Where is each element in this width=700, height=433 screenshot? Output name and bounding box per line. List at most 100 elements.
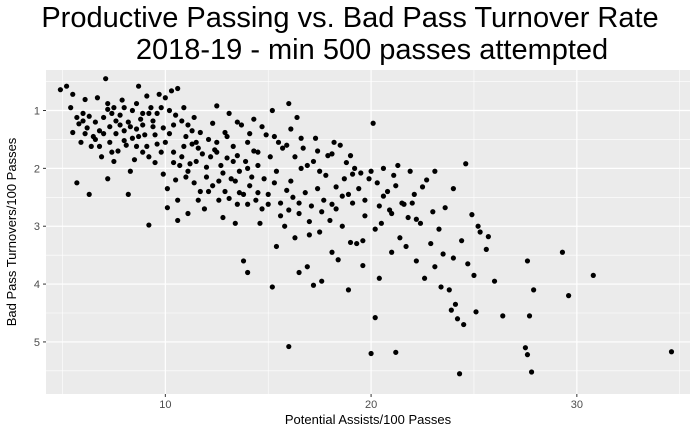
scatter-point (413, 258, 419, 264)
scatter-point (101, 114, 107, 121)
scatter-point (90, 133, 96, 140)
scatter-point (135, 133, 142, 140)
scatter-point (123, 142, 129, 148)
y-axis: 1 2 3 4 5 (34, 106, 46, 349)
scatter-point (203, 164, 210, 170)
scatter-point (284, 187, 290, 193)
scatter-point (469, 212, 475, 218)
scatter-point (271, 133, 277, 140)
scatter-point (522, 345, 528, 351)
scatter-point (393, 183, 399, 189)
scatter-point (384, 188, 391, 195)
scatter-point (103, 76, 109, 82)
scatter-point (430, 209, 436, 215)
scatter-point (80, 110, 86, 116)
scatter-point (290, 194, 296, 200)
scatter-point (142, 132, 148, 138)
scatter-point (113, 118, 119, 124)
scatter-point (366, 176, 372, 182)
scatter-point (74, 114, 80, 121)
scatter-point (138, 116, 144, 122)
scatter-point (590, 272, 596, 278)
scatter-point (376, 203, 382, 209)
scatter-point (148, 105, 154, 111)
scatter-point (292, 154, 298, 160)
y-tick-label: 1 (34, 106, 40, 118)
scatter-point (82, 96, 88, 103)
scatter-point (111, 105, 117, 111)
scatter-point (181, 143, 187, 149)
scatter-point (175, 197, 181, 203)
scatter-point (304, 162, 310, 169)
x-axis: 10 20 30 (159, 394, 583, 411)
scatter-point (129, 107, 136, 114)
scatter-point (125, 119, 131, 125)
scatter-point (265, 191, 271, 197)
scatter-point (459, 238, 465, 244)
scatter-point (191, 114, 197, 121)
scatter-point (271, 180, 277, 186)
scatter-point (245, 139, 251, 145)
scatter-point (255, 149, 261, 155)
scatter-point (286, 100, 292, 107)
scatter-point (133, 126, 140, 132)
scatter-point (181, 105, 187, 111)
scatter-point (372, 226, 378, 232)
y-tick-label: 4 (34, 279, 40, 291)
scatter-point (183, 133, 189, 140)
scatter-point (393, 349, 399, 355)
scatter-point (310, 158, 317, 165)
scatter-point (216, 197, 222, 203)
scatter-point (249, 174, 255, 180)
scatter-point (288, 126, 294, 132)
scatter-point (105, 176, 111, 182)
scatter-point (378, 220, 384, 226)
scatter-point (230, 158, 236, 165)
scatter-point (265, 201, 271, 207)
scatter-point (269, 284, 275, 290)
scatter-point (360, 262, 366, 269)
scatter-point (140, 122, 146, 128)
scatter-point (146, 110, 152, 116)
scatter-point (144, 93, 150, 99)
scatter-point (84, 125, 90, 131)
scatter-point (317, 168, 323, 174)
scatter-point (107, 139, 113, 145)
scatter-point (150, 118, 156, 124)
x-tick-label: 10 (159, 399, 171, 411)
scatter-point (471, 272, 477, 278)
scatter-point (232, 220, 238, 226)
scatter-point (86, 191, 92, 197)
scatter-point (251, 116, 257, 122)
scatter-point (127, 124, 133, 130)
scatter-point (189, 128, 195, 134)
scatter-point (105, 100, 111, 107)
scatter-point (368, 168, 374, 174)
y-tick-label: 3 (34, 221, 40, 233)
scatter-point (282, 223, 288, 229)
scatter-point (325, 153, 331, 159)
scatter-point (166, 131, 173, 137)
scatter-point (146, 222, 152, 228)
scatter-point (298, 165, 304, 171)
scatter-point (70, 129, 76, 136)
scatter-point (413, 216, 419, 222)
scatter-point (339, 193, 345, 199)
scatter-point (222, 129, 228, 136)
scatter-point (117, 112, 123, 118)
scatter-point (284, 142, 290, 148)
scatter-point (63, 83, 70, 89)
scatter-point (485, 234, 491, 240)
scatter-point (216, 178, 222, 184)
scatter-point (528, 369, 535, 375)
scatter-point (214, 103, 220, 109)
scatter-point (234, 201, 240, 207)
scatter-point (195, 197, 201, 203)
scatter-point (275, 139, 282, 145)
scatter-point (304, 264, 310, 270)
scatter-point (327, 217, 333, 224)
scatter-point (401, 201, 407, 207)
scatter-point (76, 121, 82, 127)
scatter-point (140, 149, 146, 155)
scatter-point (125, 191, 131, 197)
